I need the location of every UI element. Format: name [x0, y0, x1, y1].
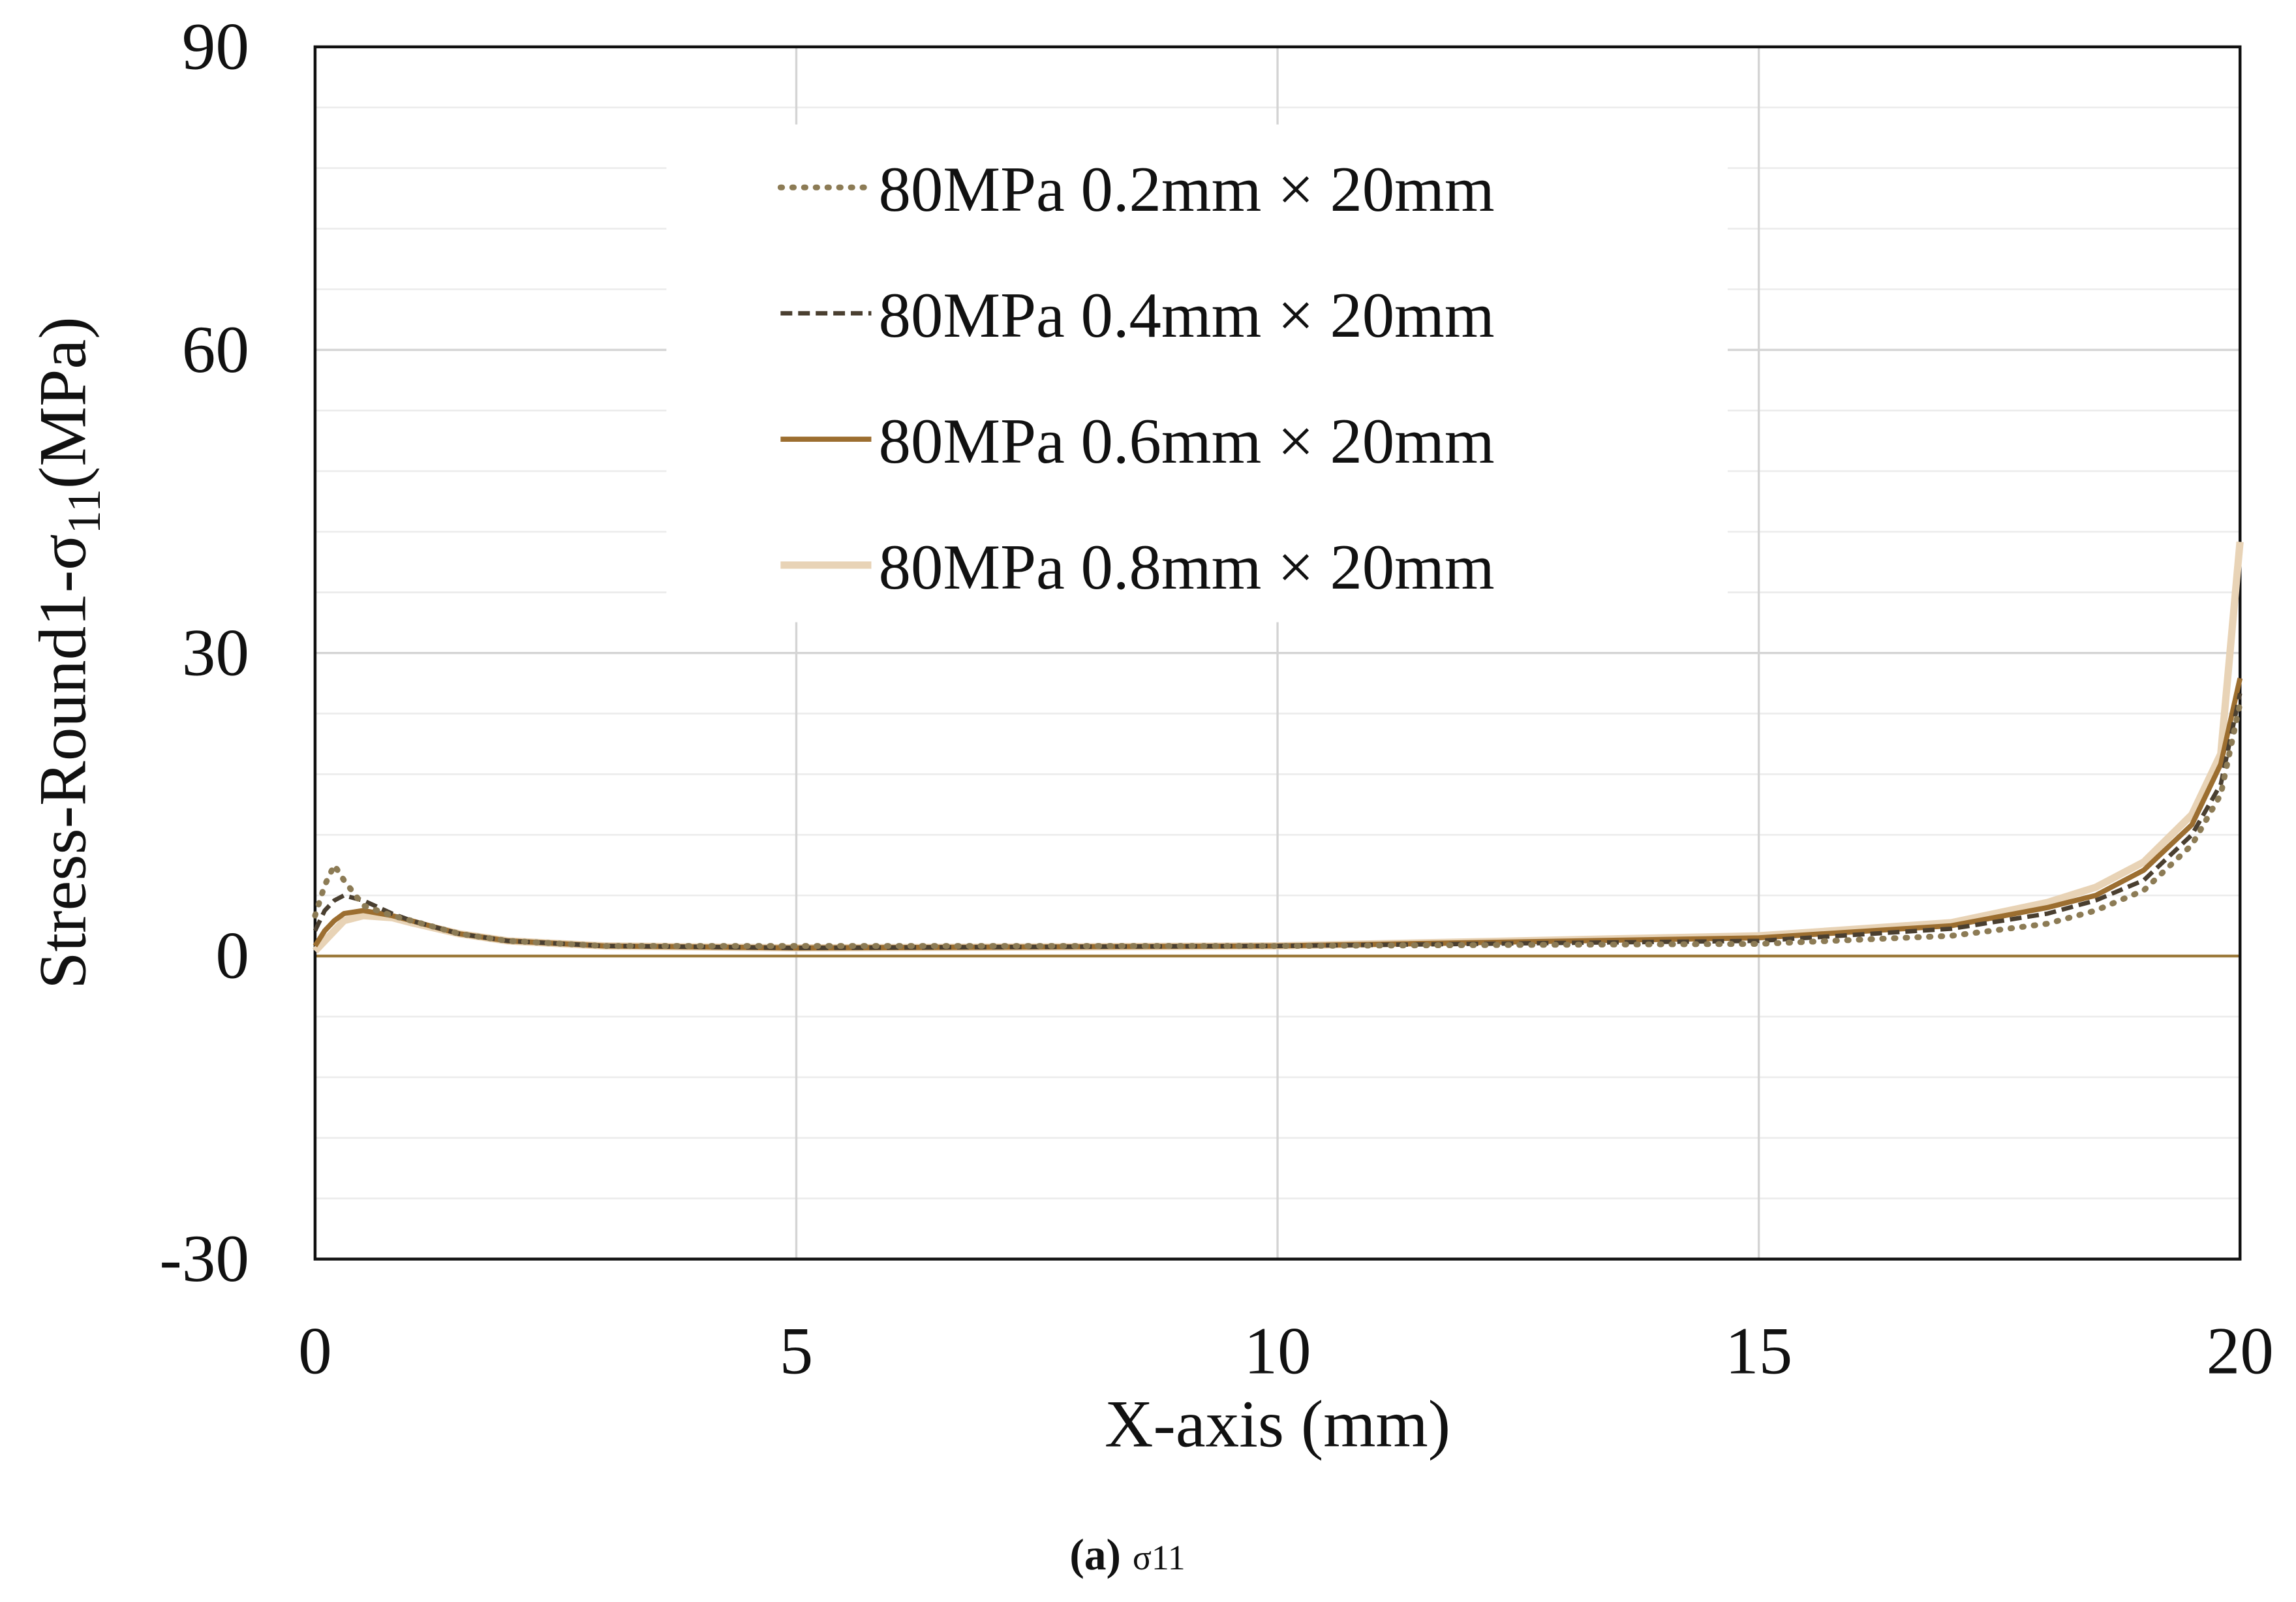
caption: (a) σ11: [1069, 1530, 1185, 1579]
x-tick-label: 5: [780, 1314, 814, 1388]
y-tick-label: 30: [182, 615, 249, 690]
x-axis-label: X-axis (mm): [1105, 1387, 1450, 1462]
plot-frame: [313, 45, 2242, 1261]
legend-label: 80MPa 0.8mm × 20mm: [879, 532, 1495, 603]
y-tick-label: 60: [182, 313, 249, 387]
legend-box: [666, 124, 1728, 623]
caption-tag: (a): [1069, 1530, 1120, 1579]
y-axis-label-suffix: (MPa): [26, 316, 100, 489]
caption-text: σ11: [1133, 1538, 1186, 1577]
y-tick-label: 0: [215, 919, 249, 993]
legend-label: 80MPa 0.2mm × 20mm: [879, 154, 1495, 225]
x-tick-label: 10: [1244, 1314, 1311, 1388]
legend-label: 80MPa 0.4mm × 20mm: [879, 280, 1495, 351]
series-line: [312, 700, 2243, 949]
legend-label: 80MPa 0.6mm × 20mm: [879, 406, 1495, 477]
y-tick-label: 90: [182, 9, 249, 84]
x-tick-label: 15: [1725, 1314, 1792, 1388]
y-axis-label: Stress-Round1-σ11(MPa): [26, 316, 110, 989]
y-axis-label-subscript: 11: [58, 489, 110, 534]
x-tick-label: 20: [2207, 1314, 2274, 1388]
x-tick-label: 0: [298, 1314, 332, 1388]
y-tick-label: -30: [159, 1222, 249, 1296]
y-axis-label-prefix: Stress-Round1-σ: [26, 534, 100, 989]
